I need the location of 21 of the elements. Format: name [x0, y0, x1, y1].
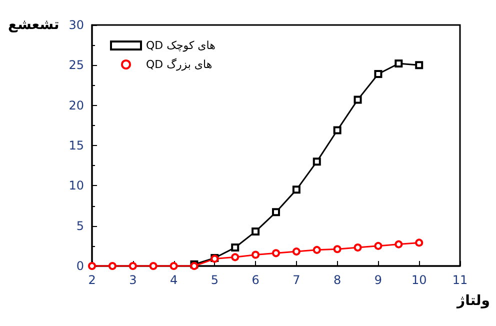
x-tick-label: 2: [88, 273, 96, 287]
y-tick-label: 20: [68, 98, 84, 112]
y-axis-title: تشعشع: [8, 17, 60, 33]
legend-label: QD های بزرگ: [146, 58, 212, 71]
x-tick-label: 7: [292, 273, 300, 287]
y-tick-label: 30: [68, 18, 84, 32]
y-tick-label: 0: [76, 259, 84, 273]
x-tick-label: 10: [411, 273, 427, 287]
y-tick-label: 5: [76, 218, 84, 233]
x-tick-label: 3: [129, 273, 137, 287]
x-tick-label: 5: [210, 273, 218, 287]
y-tick-label: 15: [68, 138, 84, 152]
x-axis-title: ولتاژ: [456, 293, 490, 309]
x-tick-label: 9: [374, 273, 382, 287]
legend-label: QD های کوچک: [146, 39, 216, 52]
x-tick-label: 4: [170, 273, 178, 287]
y-tick-label: 25: [68, 58, 84, 72]
x-tick-label: 11: [452, 273, 468, 287]
x-tick-label: 6: [252, 273, 260, 287]
y-tick-label: 10: [68, 178, 84, 193]
x-tick-label: 8: [334, 273, 342, 287]
